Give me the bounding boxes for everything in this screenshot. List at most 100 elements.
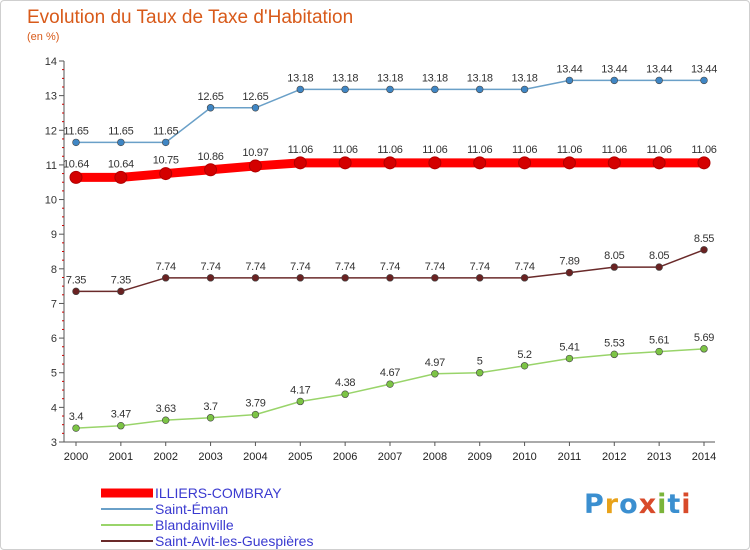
data-point [386,380,394,388]
y-tick-label: 12 [45,125,57,137]
data-point [518,156,532,170]
data-point [159,167,173,181]
data-point [72,287,80,296]
data-label: 7.35 [66,274,86,286]
legend-swatch [101,524,153,526]
data-label: 11.06 [333,144,358,156]
x-tick-label: 2004 [243,451,267,463]
data-point [251,410,260,419]
y-tick-label: 3 [51,437,57,449]
data-point [610,263,618,271]
data-point [296,274,304,282]
x-tick-label: 2014 [692,451,716,463]
logo-letter: t [667,489,682,520]
data-label: 7.74 [156,261,176,273]
data-label: 12.65 [242,91,268,103]
y-tick-label: 5 [51,368,57,380]
data-point [607,156,621,170]
data-label: 7.74 [335,261,355,273]
data-label: 13.18 [422,72,448,84]
data-label: 4.38 [335,377,355,389]
data-point [655,76,663,85]
data-point [697,156,711,170]
data-point [338,156,352,170]
data-point [520,85,529,94]
data-label: 13.18 [332,72,358,84]
data-point [476,85,484,94]
data-point [652,156,666,170]
data-label: 13.18 [512,72,538,84]
data-label: 3.63 [156,403,176,415]
logo-letter: i [681,489,692,520]
x-tick-label: 2000 [64,451,88,463]
legend-swatch [101,508,153,510]
y-tick-label: 7 [51,298,57,310]
logo-letter: o [619,489,639,520]
data-point [162,416,170,424]
data-label: 10.64 [108,158,134,170]
data-label: 11.06 [647,144,672,156]
y-tick-label: 9 [51,229,57,241]
data-point [162,138,170,147]
data-label: 4.97 [425,357,445,369]
logo-letter: x [638,489,658,520]
x-tick-label: 2012 [602,451,626,463]
data-point [72,138,80,147]
data-point [565,354,574,363]
data-point [341,390,349,398]
x-tick-label: 2010 [512,451,536,463]
data-point [431,85,439,94]
data-point [428,156,442,170]
x-tick-label: 2002 [153,451,177,463]
data-label: 11.06 [691,144,716,156]
data-label: 12.65 [198,91,224,103]
y-tick-label: 13 [45,91,57,103]
legend-label: Saint-Avit-les-Guespières [155,533,314,549]
data-point [72,424,80,432]
x-tick-label: 2003 [198,451,222,463]
data-label: 13.18 [377,72,403,84]
series-line [75,348,705,429]
data-point [206,274,215,282]
x-tick-label: 2008 [423,451,447,463]
x-tick-label: 2013 [647,451,671,463]
chart-subtitle: (en %) [27,31,60,43]
data-point [383,156,397,170]
y-tick-label: 4 [51,402,57,414]
data-point [341,274,349,282]
data-point [610,350,618,359]
data-label: 3.79 [245,398,265,410]
data-label: 10.64 [63,158,89,170]
logo-letter: P [584,489,605,520]
y-tick-label: 6 [51,333,57,345]
data-label: 7.74 [425,261,445,273]
data-point [251,274,260,282]
data-point [700,246,708,254]
data-label: 7.74 [470,261,490,273]
data-point [69,170,83,184]
data-point [162,274,170,282]
data-point [476,369,484,377]
data-label: 5.61 [649,335,669,347]
data-point [341,85,349,94]
data-point [565,268,574,277]
y-tick-label: 8 [51,264,57,276]
data-label: 7.74 [200,261,220,273]
data-label: 8.05 [649,250,669,262]
data-label: 7.74 [380,261,400,273]
x-tick-label: 2009 [467,451,491,463]
legend-label: ILLIERS-COMBRAY [155,485,282,501]
x-tick-label: 2006 [333,451,357,463]
data-point [206,414,215,422]
data-label: 3.47 [111,409,131,421]
data-point [204,163,218,177]
data-point [206,104,215,112]
data-label: 11.06 [422,144,447,156]
data-point [700,345,708,353]
data-label: 5.2 [517,349,532,361]
data-point [431,274,439,282]
data-label: 7.74 [245,261,265,273]
data-label: 3.4 [69,411,84,423]
